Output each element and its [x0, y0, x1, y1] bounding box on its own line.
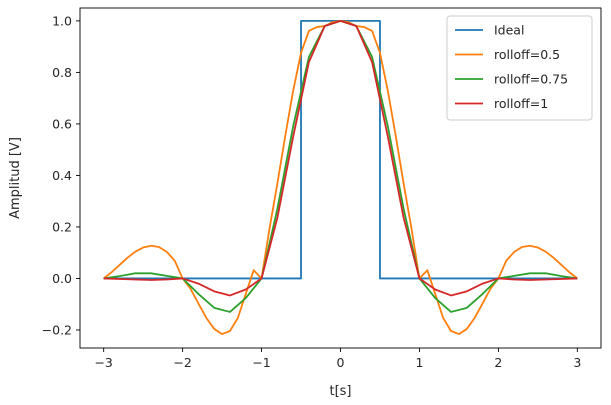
legend-box: [446, 15, 593, 121]
plot-lines: [103, 19, 578, 335]
x-tick-label: 0: [337, 355, 345, 370]
x-tick-label: 1: [415, 355, 423, 370]
y-tick-label: 0.8: [52, 65, 72, 80]
x-axis-label: t[s]: [329, 384, 351, 399]
x-tick-label: −3: [94, 355, 112, 370]
x-axis-ticks: −3 −2 −1 0 1 2 3: [94, 348, 581, 370]
series-line-3: [103, 19, 578, 297]
legend: Ideal rolloff=0.5 rolloff=0.75 rolloff=1: [446, 15, 593, 121]
legend-label: rolloff=1: [494, 96, 548, 111]
y-tick-label: −0.2: [42, 322, 72, 337]
legend-label: Ideal: [494, 23, 524, 38]
y-tick-label: 0.2: [52, 219, 72, 234]
y-axis-ticks: −0.2 0.0 0.2 0.4 0.6 0.8 1.0: [42, 13, 80, 337]
y-tick-label: 1.0: [52, 13, 72, 28]
x-tick-label: −1: [252, 355, 270, 370]
legend-label: rolloff=0.75: [494, 72, 568, 87]
x-tick-label: 2: [494, 355, 502, 370]
legend-label: rolloff=0.5: [494, 47, 560, 62]
y-tick-label: 0.4: [52, 168, 72, 183]
y-axis-label: Amplitud [V]: [8, 137, 23, 219]
y-tick-label: 0.0: [52, 271, 72, 286]
y-tick-label: 0.6: [52, 116, 72, 131]
x-tick-label: 3: [573, 355, 581, 370]
x-tick-label: −2: [173, 355, 191, 370]
